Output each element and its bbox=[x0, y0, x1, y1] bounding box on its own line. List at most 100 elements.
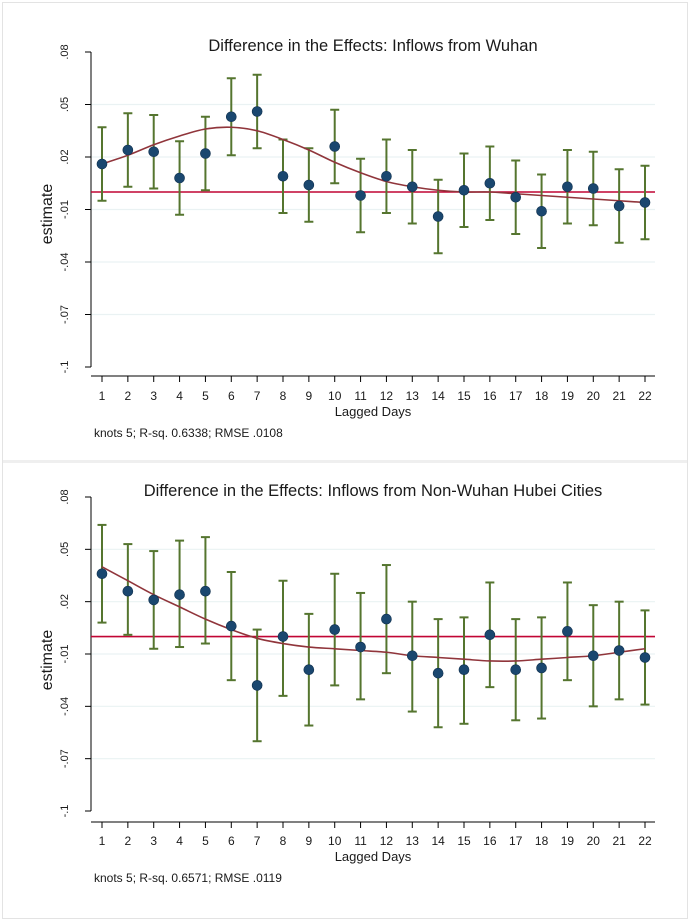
chart-2-plot: .08.05.02-.01-.04-.07-.11 2 3 4 5 6 7 8 9 10 11 12 1… bbox=[59, 489, 655, 848]
chart-2-x-tick-label: 6 bbox=[228, 834, 235, 848]
chart-1-data-point bbox=[484, 177, 496, 189]
chart-1-data-point bbox=[251, 106, 263, 117]
chart-1-x-tick-label: 20 bbox=[587, 389, 601, 403]
chart-2-data-point bbox=[613, 645, 625, 656]
chart-2-x-tick-label: 16 bbox=[483, 834, 497, 848]
chart-2-x-tick-label: 10 bbox=[328, 834, 342, 848]
chart-2-data-point bbox=[122, 585, 134, 597]
chart-1-data-point bbox=[355, 190, 366, 201]
chart-1-x-tick-label: 11 bbox=[354, 389, 367, 403]
chart-1-data-point bbox=[381, 170, 392, 182]
panel-2: Difference in the Effects: Inflows from … bbox=[39, 482, 655, 885]
chart-1-data-point bbox=[174, 172, 185, 184]
chart-1-x-tick-label: 9 bbox=[306, 389, 313, 403]
chart-2-x-tick-label: 17 bbox=[509, 834, 523, 848]
chart-1-x-tick-label: 22 bbox=[638, 389, 652, 403]
chart-2-x-tick-label: 14 bbox=[431, 834, 445, 848]
chart-2-x-tick-label: 12 bbox=[380, 834, 394, 848]
panel-1: Difference in the Effects: Inflows from … bbox=[39, 37, 655, 440]
chart-1-note: knots 5; R-sq. 0.6338; RMSE .0108 bbox=[94, 426, 283, 440]
chart-2-y-tick-label: .05 bbox=[59, 542, 71, 557]
chart-2-data-point bbox=[639, 652, 651, 663]
chart-1-data-point bbox=[510, 191, 522, 203]
chart-2-data-point bbox=[484, 629, 496, 641]
chart-1-x-tick-label: 5 bbox=[202, 389, 209, 403]
chart-2-x-tick-label: 3 bbox=[150, 834, 157, 848]
chart-1-data-point bbox=[406, 181, 418, 193]
chart-1-y-tick-label: -.04 bbox=[59, 253, 71, 272]
chart-2-data-point bbox=[225, 620, 237, 632]
chart-1-x-tick-label: 2 bbox=[125, 389, 132, 403]
chart-2-x-tick-label: 22 bbox=[638, 834, 652, 848]
chart-2-x-tick-label: 1 bbox=[99, 834, 106, 848]
chart-2-data-point bbox=[148, 594, 160, 606]
chart-2-y-tick-label: -.1 bbox=[59, 805, 71, 818]
chart-1-x-tick-label: 7 bbox=[254, 389, 261, 403]
chart-1-spline-curve bbox=[101, 126, 646, 204]
chart-1-y-tick-label: -.1 bbox=[59, 361, 71, 374]
chart-2-y-tick-label: .08 bbox=[59, 489, 71, 504]
chart-2-x-tick-label: 18 bbox=[535, 834, 549, 848]
chart-1-x-tick-label: 16 bbox=[483, 389, 497, 403]
chart-1-x-tick-label: 8 bbox=[280, 389, 287, 403]
chart-1-x-tick-label: 4 bbox=[176, 389, 183, 403]
chart-1-x-tick-label: 21 bbox=[612, 389, 626, 403]
chart-1-x-tick-label: 10 bbox=[328, 389, 342, 403]
chart-2-spline-curve bbox=[101, 566, 646, 662]
chart-2-x-tick-label: 4 bbox=[176, 834, 183, 848]
chart-2-x-tick-label: 9 bbox=[306, 834, 313, 848]
chart-1-title: Difference in the Effects: Inflows from … bbox=[208, 37, 537, 55]
chart-2-title: Difference in the Effects: Inflows from … bbox=[144, 482, 603, 500]
chart-1-x-tick-label: 12 bbox=[380, 389, 394, 403]
chart-1-data-point bbox=[148, 146, 160, 158]
chart-1-ylabel: estimate bbox=[39, 184, 56, 245]
chart-1-x-tick-label: 18 bbox=[535, 389, 549, 403]
chart-2-x-tick-label: 15 bbox=[457, 834, 471, 848]
chart-2-data-point bbox=[406, 650, 418, 662]
chart-1-x-tick-label: 3 bbox=[150, 389, 157, 403]
chart-2-x-tick-label: 5 bbox=[202, 834, 209, 848]
chart-2-x-tick-label: 19 bbox=[561, 834, 575, 848]
chart-2-y-tick-label: -.04 bbox=[59, 697, 71, 716]
chart-2-data-point bbox=[96, 568, 108, 580]
chart-2-y-tick-label: -.07 bbox=[59, 749, 71, 768]
chart-2-data-point bbox=[329, 624, 341, 635]
chart-2-x-tick-label: 13 bbox=[406, 834, 420, 848]
chart-1-data-point bbox=[225, 111, 237, 123]
chart-1-data-point bbox=[639, 197, 651, 208]
chart-1-x-tick-label: 6 bbox=[228, 389, 235, 403]
chart-2-x-tick-label: 8 bbox=[280, 834, 287, 848]
chart-1-data-point bbox=[536, 205, 547, 217]
chart-2-data-point bbox=[562, 626, 573, 637]
chart-1-data-point bbox=[432, 211, 444, 222]
chart-2-x-tick-label: 2 bbox=[125, 834, 132, 848]
chart-2-data-point bbox=[510, 664, 522, 676]
panel-divider bbox=[3, 460, 687, 463]
chart-1-y-tick-label: -.07 bbox=[59, 305, 71, 324]
chart-1-xlabel: Lagged Days bbox=[335, 404, 412, 419]
chart-1-x-tick-label: 15 bbox=[457, 389, 471, 403]
chart-1-data-point bbox=[587, 183, 599, 194]
chart-2-data-point bbox=[536, 662, 547, 674]
chart-1-data-point bbox=[329, 141, 341, 152]
chart-2-note: knots 5; R-sq. 0.6571; RMSE .0119 bbox=[94, 871, 282, 885]
chart-2-data-point bbox=[355, 641, 366, 653]
chart-2-data-point bbox=[381, 613, 392, 625]
chart-1-data-point bbox=[613, 200, 625, 212]
chart-1-x-tick-label: 14 bbox=[431, 389, 445, 403]
chart-2-x-tick-label: 7 bbox=[254, 834, 261, 848]
chart-1-data-point bbox=[122, 144, 134, 156]
chart-1-x-tick-label: 17 bbox=[509, 389, 523, 403]
chart-1-x-tick-label: 1 bbox=[99, 389, 106, 403]
chart-2-data-point bbox=[277, 631, 289, 642]
chart-2-ylabel: estimate bbox=[39, 630, 56, 691]
chart-1-data-point bbox=[458, 184, 470, 196]
chart-2-y-tick-label: -.01 bbox=[59, 645, 71, 664]
chart-2-data-point bbox=[174, 589, 185, 600]
chart-2-data-point bbox=[200, 585, 211, 597]
chart-2-data-point bbox=[458, 664, 470, 676]
chart-1-data-point bbox=[200, 148, 211, 159]
chart-2-x-tick-label: 21 bbox=[612, 834, 626, 848]
chart-1-y-tick-label: .02 bbox=[59, 149, 71, 164]
